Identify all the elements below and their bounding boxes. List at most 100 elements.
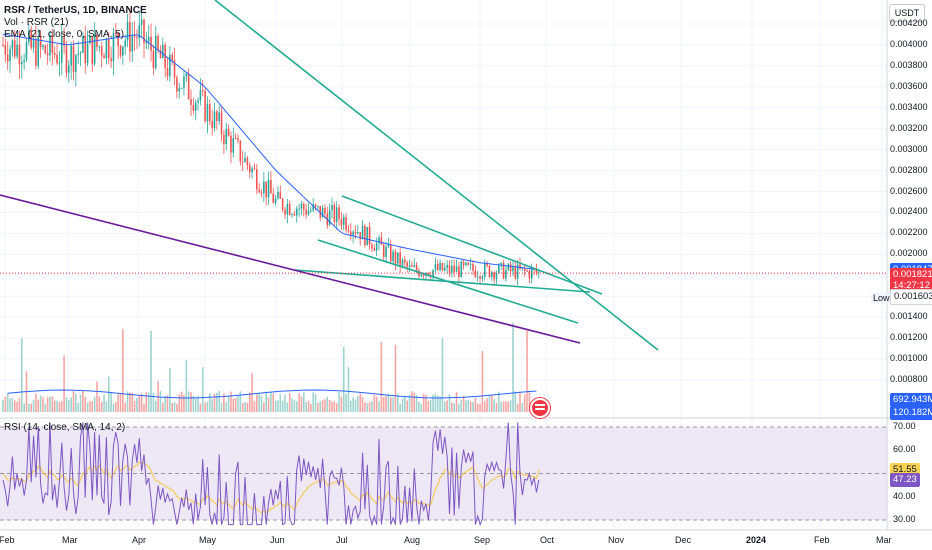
candle-body: [319, 206, 322, 218]
volume-bar: [265, 391, 267, 412]
volume-bar: [479, 403, 481, 412]
volume-bar: [453, 403, 455, 412]
volume-bar: [124, 403, 126, 412]
volume-bar: [324, 399, 326, 412]
candle-body: [86, 43, 89, 64]
volume-bar: [100, 401, 103, 412]
candle-body: [201, 90, 204, 92]
volume-bar: [126, 391, 129, 412]
candle-body: [286, 203, 289, 215]
candle-body: [342, 217, 345, 225]
candle-body: [523, 267, 526, 271]
candle-body: [467, 262, 470, 265]
candle-body: [136, 37, 138, 39]
volume-bar: [448, 394, 451, 412]
volume-bar: [230, 391, 232, 412]
price-tick-label: 0.001400: [890, 311, 928, 322]
volume-bar: [347, 367, 350, 412]
currency-button[interactable]: USDT: [889, 4, 925, 22]
channel-upper-line[interactable]: [341, 195, 603, 295]
volume-bar: [274, 400, 277, 412]
volume-bar: [65, 397, 68, 412]
time-tick-label: Feb: [0, 535, 15, 545]
volume-bar: [4, 396, 7, 412]
volume-bar: [218, 391, 220, 412]
flag-icon[interactable]: [530, 398, 550, 418]
volume-bar: [112, 403, 115, 412]
candle-body: [117, 32, 119, 46]
volume-bar: [279, 394, 282, 412]
time-tick-label: May: [199, 535, 217, 545]
ema-indicator-label[interactable]: EMA (21, close, 0, SMA, 5): [4, 29, 125, 40]
rsi-tick-label: 40.00: [893, 490, 916, 501]
candle-body: [530, 268, 533, 279]
volume-bar: [96, 381, 98, 412]
rsi-tick-label: 60.00: [893, 444, 916, 455]
volume-bar: [270, 392, 272, 412]
volume-indicator-label[interactable]: Vol · RSR (21): [4, 17, 69, 28]
volume-bar: [429, 400, 432, 412]
volume-bar: [326, 396, 329, 412]
candle-body: [516, 264, 519, 279]
volume-bar: [467, 399, 470, 412]
volume-bar: [136, 398, 138, 412]
volume-bar: [30, 403, 32, 412]
volume-bar: [474, 397, 477, 412]
volume-bar: [183, 394, 185, 412]
candle-body: [479, 276, 481, 279]
volume-bar: [35, 393, 37, 412]
volume-bar: [211, 399, 213, 412]
volume-bar: [98, 396, 101, 412]
candle-body: [23, 59, 25, 62]
volume-bar: [51, 396, 54, 412]
candle-body: [60, 37, 63, 63]
candle-body: [303, 204, 305, 210]
volume-bar: [469, 401, 472, 412]
volume-bar: [507, 401, 510, 412]
price-tick-label: 0.002600: [890, 185, 928, 196]
time-tick-label: Jun: [270, 535, 285, 545]
volume-bar: [439, 396, 441, 412]
volume-bar: [56, 400, 58, 412]
volume-bar: [72, 391, 75, 412]
candle-body: [458, 266, 460, 278]
candle-body: [406, 262, 408, 267]
trendline-drawings[interactable]: [0, 0, 659, 517]
descending-trendline-outer[interactable]: [214, 0, 659, 351]
volume-bar: [138, 395, 141, 412]
volume-bar: [173, 401, 176, 412]
long-term-support-line[interactable]: [0, 194, 581, 344]
candle-body: [300, 204, 303, 209]
price-tick-label: 0.002200: [890, 227, 928, 238]
candle-body: [122, 46, 124, 56]
candle-body: [197, 100, 199, 103]
volume-bar: [385, 395, 387, 412]
volume-ma-line: [7, 389, 537, 399]
candle-body: [244, 157, 246, 163]
candle-body: [157, 35, 159, 50]
volume-bar: [223, 393, 225, 412]
rsi-indicator-label[interactable]: RSI (14, close, SMA, 14, 2): [4, 422, 126, 433]
rsi-ma-line: [2, 461, 540, 514]
time-tick-label: Mar: [876, 535, 892, 545]
candle-body: [469, 264, 472, 266]
candle-body: [253, 168, 256, 170]
support-trendline[interactable]: [294, 269, 591, 293]
volume-bar: [239, 391, 242, 412]
volume-bar: [303, 392, 305, 412]
time-tick-label: Apr: [132, 535, 147, 545]
candle-body: [4, 45, 7, 55]
volume-bar: [58, 402, 61, 412]
volume-bar: [427, 400, 430, 412]
candle-body: [324, 208, 326, 214]
volume-bar: [258, 392, 260, 412]
candle-body: [105, 39, 108, 59]
candle-body: [347, 229, 350, 232]
volume-bar: [335, 403, 338, 412]
candle-body: [6, 54, 9, 62]
volume-bar: [382, 397, 385, 412]
volume-bar: [117, 394, 119, 412]
candle-body: [13, 40, 16, 57]
candle-body: [538, 271, 540, 273]
